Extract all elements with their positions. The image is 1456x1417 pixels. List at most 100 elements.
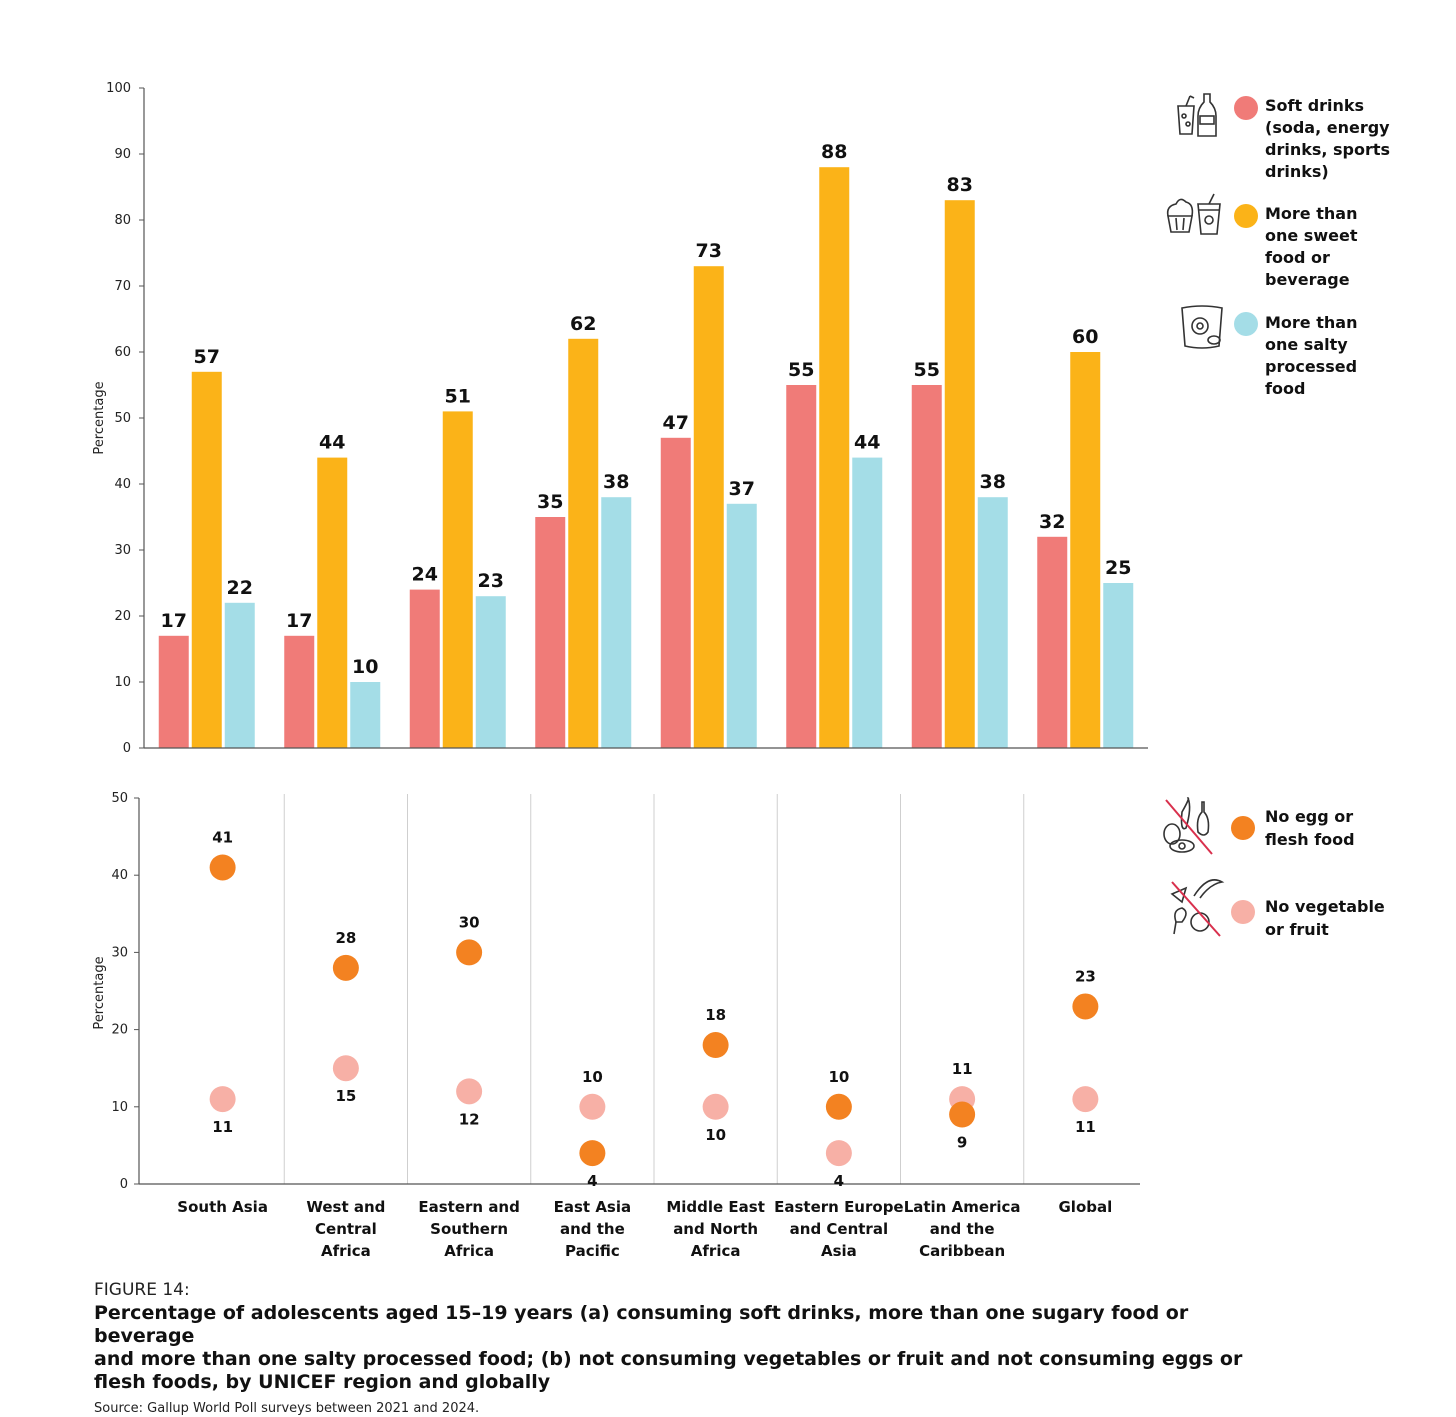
category-label-line: Africa [444, 1242, 494, 1260]
dot-value-label: 28 [335, 929, 356, 947]
bar-eastern-europe-and-central-asia-soft-drinks [786, 385, 817, 748]
dot-latin-america-and-the-caribbean-no-egg-flesh [949, 1101, 976, 1128]
dot-east-asia-and-the-pacific-no-vegetable-fruit [579, 1093, 606, 1120]
bar-value-label: 32 [1039, 511, 1065, 533]
category-label-eastern-and-southern-africa: Eastern and Southern Africa [418, 1198, 519, 1260]
legend-label-salty: More than one salty processed food [1265, 313, 1363, 398]
figure-number: FIGURE 14: [94, 1280, 190, 1300]
bar-value-label: 62 [570, 313, 596, 335]
category-label-line: Southern [430, 1220, 508, 1238]
figure-source: Source: Gallup World Poll surveys betwee… [94, 1401, 480, 1416]
bar-eastern-europe-and-central-asia-salty [852, 457, 883, 748]
legend-swatch-soft-drinks [1234, 96, 1258, 120]
dot-middle-east-and-north-africa-no-egg-flesh [702, 1032, 729, 1059]
category-label-line: Central [315, 1220, 377, 1238]
category-label-line: and the [560, 1220, 625, 1238]
category-label-line: South Asia [177, 1198, 268, 1216]
soda-bottle-icon [1177, 93, 1217, 137]
bar-middle-east-and-north-africa-soft-drinks [660, 437, 691, 748]
category-label-line: West and [306, 1198, 385, 1216]
figure-caption: FIGURE 14: Percentage of adolescents age… [94, 1280, 1294, 1416]
category-label-south-asia: South Asia [177, 1198, 268, 1216]
category-label-line: Pacific [565, 1242, 620, 1260]
bar-chart-tick-label: 60 [114, 345, 131, 360]
bar-latin-america-and-the-caribbean-salty [977, 497, 1008, 748]
bar-value-label: 38 [603, 471, 629, 493]
bar-south-asia-soft-drinks [158, 635, 189, 748]
dot-chart-y-ticks: 0 10 20 30 40 50 [111, 791, 139, 1192]
figure-title-line: Percentage of adolescents aged 15–19 yea… [94, 1302, 1189, 1347]
bar-eastern-and-southern-africa-sweet [442, 411, 473, 748]
bar-value-label: 51 [445, 385, 471, 407]
dot-value-label: 23 [1075, 967, 1096, 985]
dot-west-and-central-africa-no-vegetable-fruit [332, 1055, 359, 1082]
bar-eastern-and-southern-africa-salty [475, 596, 506, 748]
dot-chart-y-axis-label: Percentage [92, 956, 107, 1029]
bar-value-label: 88 [821, 141, 847, 163]
bar-global-salty [1103, 583, 1134, 748]
category-label-line: Eastern and [418, 1198, 519, 1216]
dot-chart-tick-label: 50 [111, 791, 128, 806]
bar-value-label: 55 [914, 359, 940, 381]
dot-chart-tick-label: 10 [111, 1100, 128, 1115]
bar-chart-bars: 17 57 22 17 44 10 24 51 23 35 62 38 47 73 37 55 88 44 55 83… [158, 141, 1134, 748]
bar-chart-tick-label: 100 [106, 81, 131, 96]
bar-value-label: 24 [412, 564, 438, 586]
bar-west-and-central-africa-salty [350, 682, 381, 748]
legend-label-sweet: More than one sweet food or beverage [1265, 204, 1363, 289]
bar-chart-tick-label: 40 [114, 477, 131, 492]
category-label-line: Eastern Europe [774, 1198, 903, 1216]
dot-value-label: 10 [705, 1126, 726, 1144]
bar-value-label: 73 [696, 240, 722, 262]
legend-swatch-no-egg-flesh [1231, 816, 1255, 840]
no-egg-flesh-icon [1163, 797, 1213, 855]
dot-west-and-central-africa-no-egg-flesh [332, 954, 359, 981]
no-vegetable-fruit-icon [1170, 879, 1225, 937]
dot-chart-panel: Percentage 0 10 20 30 40 50 41 11 28 15 30 12 4 10 18… [92, 791, 1140, 1260]
bar-chart-tick-label: 0 [123, 741, 131, 756]
legend-swatch-salty [1234, 312, 1258, 336]
legend-swatch-sweet [1234, 204, 1258, 228]
dot-value-label: 10 [582, 1068, 603, 1086]
dot-chart-tick-label: 40 [111, 868, 128, 883]
category-label-line: and the [930, 1220, 995, 1238]
category-label-west-and-central-africa: West and Central Africa [306, 1198, 385, 1260]
bar-chart-legend: Soft drinks (soda, energy drinks, sports… [1166, 93, 1390, 398]
bar-chart-tick-label: 10 [114, 675, 131, 690]
dot-value-label: 11 [1075, 1118, 1096, 1136]
dot-chart-tick-label: 30 [111, 945, 128, 960]
bar-chart-y-ticks: 0 10 20 30 40 50 60 70 80 90 100 [106, 81, 144, 756]
bar-value-label: 55 [788, 359, 814, 381]
dot-value-label: 12 [459, 1110, 480, 1128]
bar-chart-tick-label: 90 [114, 147, 131, 162]
category-label-eastern-europe-and-central-asia: Eastern Europe and Central Asia [774, 1198, 903, 1260]
category-label-line: East Asia [554, 1198, 632, 1216]
bar-value-label: 83 [947, 174, 973, 196]
bar-global-soft-drinks [1037, 536, 1068, 748]
dot-chart-tick-label: 0 [120, 1177, 128, 1192]
bar-east-asia-and-the-pacific-salty [601, 497, 632, 748]
category-label-line: Asia [821, 1242, 857, 1260]
dot-value-label: 9 [957, 1134, 967, 1152]
dot-chart-category-separators [283, 794, 1025, 1184]
dot-value-label: 11 [952, 1060, 973, 1078]
bar-value-label: 23 [478, 570, 504, 592]
category-label-line: Caribbean [919, 1242, 1005, 1260]
bar-value-label: 60 [1072, 326, 1098, 348]
dot-value-label: 15 [335, 1087, 356, 1105]
bar-middle-east-and-north-africa-sweet [693, 266, 724, 748]
bar-east-asia-and-the-pacific-soft-drinks [535, 517, 566, 748]
figure-title-line: and more than one salty processed food; … [94, 1348, 1243, 1370]
category-label-line: and Central [790, 1220, 888, 1238]
bar-latin-america-and-the-caribbean-soft-drinks [911, 385, 942, 748]
category-label-line: Middle East [666, 1198, 765, 1216]
bar-eastern-and-southern-africa-soft-drinks [409, 589, 440, 748]
bar-value-label: 47 [663, 412, 689, 434]
legend-swatch-no-vegetable-fruit [1231, 900, 1255, 924]
category-label-line: Africa [691, 1242, 741, 1260]
dot-south-asia-no-vegetable-fruit [209, 1086, 236, 1113]
bar-south-asia-salty [224, 602, 255, 748]
dot-eastern-and-southern-africa-no-vegetable-fruit [456, 1078, 483, 1105]
dot-east-asia-and-the-pacific-no-egg-flesh [579, 1140, 606, 1167]
